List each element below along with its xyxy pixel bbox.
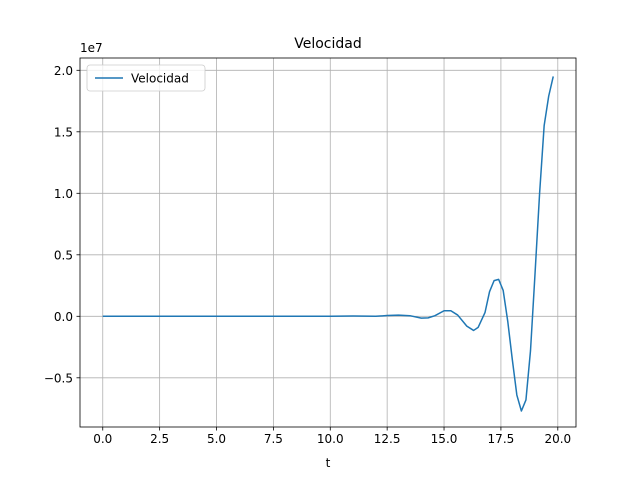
x-tick-label: 10.0 bbox=[317, 432, 344, 446]
legend: Velocidad bbox=[86, 64, 206, 92]
y-tick-label: 1.0 bbox=[54, 187, 73, 201]
legend-label: Velocidad bbox=[131, 72, 189, 86]
y-tick-label: 2.0 bbox=[54, 64, 73, 78]
chart-title: Velocidad bbox=[294, 36, 362, 52]
y-axis-offset-label: 1e7 bbox=[80, 41, 103, 55]
y-tick-label: 0.0 bbox=[54, 310, 73, 324]
x-tick-label: 12.5 bbox=[374, 432, 401, 446]
x-tick-label: 2.5 bbox=[150, 432, 169, 446]
tick-marks: 0.0 2.5 5.0 7.5 10.0 12.5 15.0 17.5 20.0 −0.5 0.0 0… bbox=[44, 64, 571, 446]
legend-box bbox=[86, 64, 206, 92]
x-tick-label: 20.0 bbox=[544, 432, 571, 446]
x-tick-label: 5.0 bbox=[207, 432, 226, 446]
x-axis-label: t bbox=[326, 456, 331, 470]
series-lines bbox=[102, 76, 554, 412]
y-tick-label: 0.5 bbox=[54, 248, 73, 262]
axes-frame bbox=[79, 57, 577, 428]
x-tick-label: 17.5 bbox=[488, 432, 515, 446]
series-line bbox=[102, 76, 554, 412]
x-tick-label: 0.0 bbox=[93, 432, 112, 446]
x-tick-label: 15.0 bbox=[431, 432, 458, 446]
x-tick-label: 7.5 bbox=[264, 432, 283, 446]
y-tick-label: −0.5 bbox=[44, 371, 73, 385]
y-tick-label: 1.5 bbox=[54, 125, 73, 139]
